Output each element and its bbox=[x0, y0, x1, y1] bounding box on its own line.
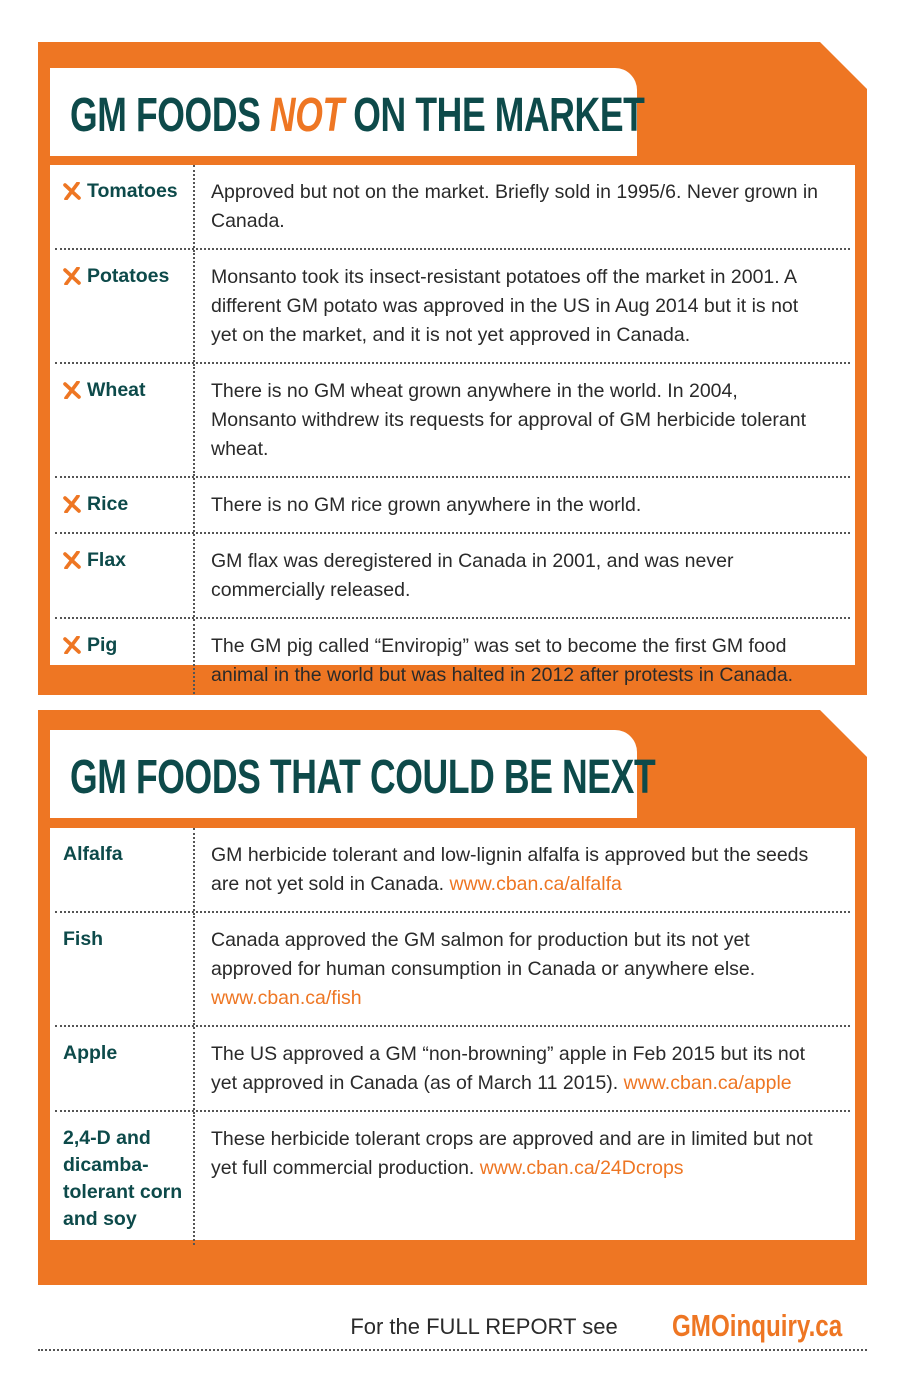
link[interactable]: www.cban.ca/alfalfa bbox=[449, 873, 622, 895]
food-name: Tomatoes bbox=[87, 180, 178, 202]
description: The US approved a GM “non-browning” appl… bbox=[211, 1043, 806, 1094]
food-name: Rice bbox=[87, 493, 129, 515]
name-cell: Wheat bbox=[55, 364, 195, 476]
name-cell: Pig bbox=[55, 619, 195, 702]
table-row: Rice There is no GM rice grown anywhere i… bbox=[55, 476, 850, 532]
title-emphasis: NOT bbox=[269, 89, 344, 142]
footer-rule bbox=[38, 1349, 867, 1351]
description-cell: These herbicide tolerant crops are appro… bbox=[195, 1112, 835, 1245]
name-cell: Potatoes bbox=[55, 250, 195, 362]
description: GM flax was deregistered in Canada in 20… bbox=[211, 550, 734, 601]
description-cell: The US approved a GM “non-browning” appl… bbox=[195, 1027, 835, 1110]
food-name: Apple bbox=[63, 1042, 118, 1064]
table-row: Flax GM flax was deregistered in Canada i… bbox=[55, 532, 850, 617]
description-cell: Canada approved the GM salmon for produc… bbox=[195, 913, 835, 1025]
table-row: Potatoes Monsanto took its insect-resista… bbox=[55, 248, 850, 362]
x-icon bbox=[63, 267, 81, 285]
food-table: Alfalfa GM herbicide tolerant and low-lig… bbox=[50, 828, 855, 1240]
description-cell: GM flax was deregistered in Canada in 20… bbox=[195, 534, 835, 617]
description: Monsanto took its insect-resistant potat… bbox=[211, 266, 799, 346]
description-cell: The GM pig called “Enviropig” was set to… bbox=[195, 619, 835, 702]
x-icon bbox=[63, 182, 81, 200]
description-cell: Monsanto took its insect-resistant potat… bbox=[195, 250, 835, 362]
link[interactable]: www.cban.ca/apple bbox=[623, 1072, 792, 1094]
title-text: ON THE MARKET bbox=[343, 89, 645, 142]
link[interactable]: www.cban.ca/fish bbox=[211, 987, 362, 1009]
description: Approved but not on the market. Briefly … bbox=[211, 181, 819, 232]
section-title: GM FOODS THAT COULD BE NEXT bbox=[70, 750, 655, 805]
title-text: GM FOODS THAT COULD BE NEXT bbox=[70, 751, 656, 804]
description: The GM pig called “Enviropig” was set to… bbox=[211, 635, 794, 686]
table-row: Pig The GM pig called “Enviropig” was set… bbox=[55, 617, 850, 702]
description: There is no GM rice grown anywhere in th… bbox=[211, 494, 642, 516]
food-name: Wheat bbox=[87, 379, 146, 401]
description-cell: There is no GM rice grown anywhere in th… bbox=[195, 478, 835, 532]
footer: For the FULL REPORT see GMOinquiry.ca bbox=[0, 1308, 842, 1344]
footer-link[interactable]: GMOinquiry.ca bbox=[671, 1308, 842, 1343]
table-row: 2,4-D and dicamba-tolerant corn and soy T… bbox=[55, 1110, 850, 1245]
x-icon bbox=[63, 551, 81, 569]
food-table: Tomatoes Approved but not on the market. … bbox=[50, 165, 855, 665]
title-text: GM FOODS bbox=[70, 89, 270, 142]
name-cell: Tomatoes bbox=[55, 165, 195, 248]
description: There is no GM wheat grown anywhere in t… bbox=[211, 380, 807, 460]
food-name: Alfalfa bbox=[63, 843, 123, 865]
footer-text: For the FULL REPORT see bbox=[350, 1314, 618, 1339]
table-row: Alfalfa GM herbicide tolerant and low-lig… bbox=[55, 828, 850, 911]
name-cell: Apple bbox=[55, 1027, 195, 1110]
name-cell: Rice bbox=[55, 478, 195, 532]
x-icon bbox=[63, 495, 81, 513]
section-title: GM FOODS NOT ON THE MARKET bbox=[70, 88, 644, 143]
food-name: Flax bbox=[87, 549, 127, 571]
description-cell: Approved but not on the market. Briefly … bbox=[195, 165, 835, 248]
title-tab: GM FOODS NOT ON THE MARKET bbox=[50, 68, 637, 156]
table-row: Wheat There is no GM wheat grown anywhere… bbox=[55, 362, 850, 476]
food-name: Pig bbox=[87, 634, 118, 656]
panel-not-on-market: GM FOODS NOT ON THE MARKET Tomatoes Appro… bbox=[38, 42, 867, 695]
table-row: Apple The US approved a GM “non-browning”… bbox=[55, 1025, 850, 1110]
description-cell: GM herbicide tolerant and low-lignin alf… bbox=[195, 828, 835, 911]
name-cell: Flax bbox=[55, 534, 195, 617]
x-icon bbox=[63, 381, 81, 399]
title-tab: GM FOODS THAT COULD BE NEXT bbox=[50, 730, 637, 818]
food-name: Fish bbox=[63, 928, 104, 950]
description: GM herbicide tolerant and low-lignin alf… bbox=[211, 844, 809, 895]
name-cell: 2,4-D and dicamba-tolerant corn and soy bbox=[55, 1112, 195, 1245]
food-name: Potatoes bbox=[87, 265, 170, 287]
name-cell: Fish bbox=[55, 913, 195, 1025]
description: These herbicide tolerant crops are appro… bbox=[211, 1128, 813, 1179]
table-row: Fish Canada approved the GM salmon for pr… bbox=[55, 911, 850, 1025]
food-name: 2,4-D and dicamba-tolerant corn and soy bbox=[63, 1127, 183, 1230]
link[interactable]: www.cban.ca/24Dcrops bbox=[479, 1157, 684, 1179]
description: Canada approved the GM salmon for produc… bbox=[211, 929, 756, 980]
x-icon bbox=[63, 636, 81, 654]
name-cell: Alfalfa bbox=[55, 828, 195, 911]
panel-could-be-next: GM FOODS THAT COULD BE NEXT Alfalfa GM he… bbox=[38, 710, 867, 1285]
description-cell: There is no GM wheat grown anywhere in t… bbox=[195, 364, 835, 476]
table-row: Tomatoes Approved but not on the market. … bbox=[55, 165, 850, 248]
